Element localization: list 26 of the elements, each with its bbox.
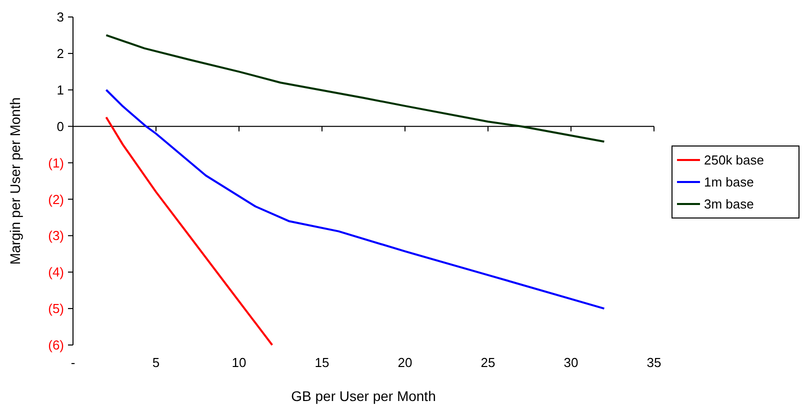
y-tick-label: 1 — [56, 82, 64, 98]
x-tick-label: - — [70, 355, 76, 370]
y-tick-label: (3) — [48, 228, 64, 244]
legend-label: 1m base — [704, 174, 754, 190]
line-series — [105, 34, 606, 143]
y-tick-label: 3 — [56, 10, 64, 25]
x-tick-label: 20 — [398, 355, 412, 370]
x-tick-label: 25 — [480, 355, 496, 370]
x-tick-label: 35 — [646, 355, 662, 370]
y-tick-label: (4) — [48, 264, 64, 280]
y-axis-title: Margin per User per Month — [7, 97, 23, 265]
y-tick-label: (1) — [48, 155, 64, 170]
line-series — [105, 116, 274, 346]
y-tick-label: (6) — [48, 338, 64, 353]
y-tick-label: (2) — [48, 192, 64, 207]
x-tick-label: 15 — [314, 355, 330, 370]
x-tick-label: 5 — [152, 355, 160, 370]
x-tick-label: 10 — [232, 355, 246, 370]
y-tick-label: 0 — [56, 118, 64, 134]
y-tick-label: (5) — [48, 301, 64, 316]
y-tick-label: 2 — [56, 46, 64, 61]
x-tick-label: 30 — [564, 355, 578, 370]
line-series — [105, 88, 606, 310]
legend-label: 3m base — [704, 196, 754, 212]
legend-label: 250k base — [704, 152, 764, 168]
x-axis-title: GB per User per Month — [291, 388, 436, 404]
